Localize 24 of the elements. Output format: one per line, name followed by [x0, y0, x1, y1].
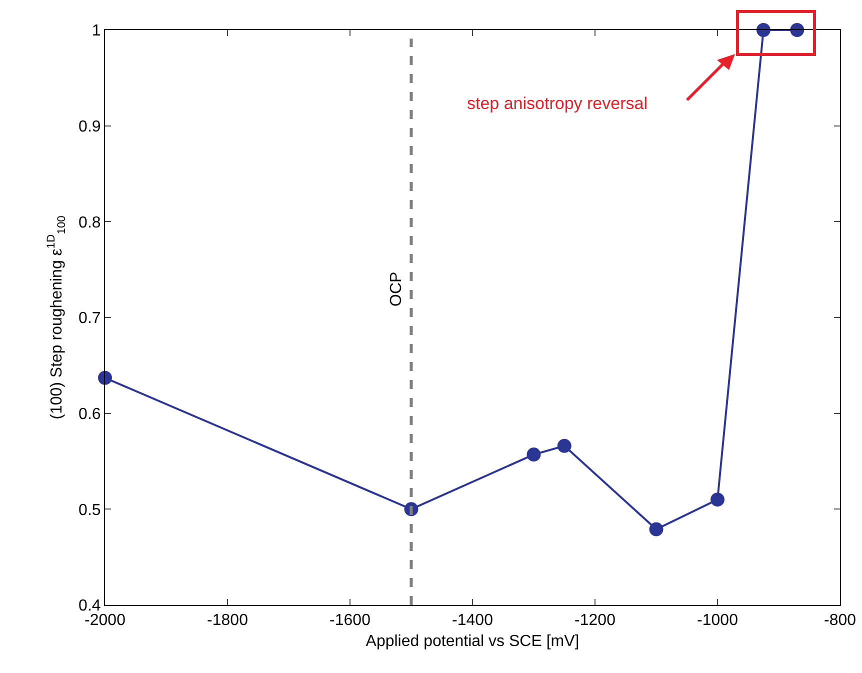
y-tick-label: 0.4 [78, 598, 101, 615]
x-tick-label: -1600 [330, 612, 371, 630]
y-tick-label: 1 [92, 22, 101, 40]
x-axis-title: Applied potential vs SCE [mV] [366, 632, 580, 650]
y-tick-label: 0.5 [78, 502, 101, 519]
x-tick-label: -800 [824, 612, 856, 630]
x-tick-label: -1400 [452, 612, 494, 630]
x-tick-label: -1800 [207, 612, 248, 630]
point [557, 438, 572, 453]
point [98, 370, 112, 385]
x-tick-label: -1200 [574, 612, 616, 630]
point [710, 492, 724, 507]
point [790, 23, 804, 37]
y-tick-label: 0.6 [78, 406, 101, 423]
point [756, 23, 770, 37]
annotation: step anisotropy reversal [467, 94, 648, 113]
x-tick-label: -1000 [697, 612, 738, 630]
point [649, 522, 664, 536]
point [526, 448, 541, 462]
y-tick-label: 0.7 [78, 310, 101, 328]
x-tick-label: -2000 [84, 612, 126, 630]
ref-line-label: OCP [388, 272, 405, 306]
y-tick-label: 0.8 [78, 214, 101, 232]
y-tick-label: 0.9 [78, 118, 101, 136]
